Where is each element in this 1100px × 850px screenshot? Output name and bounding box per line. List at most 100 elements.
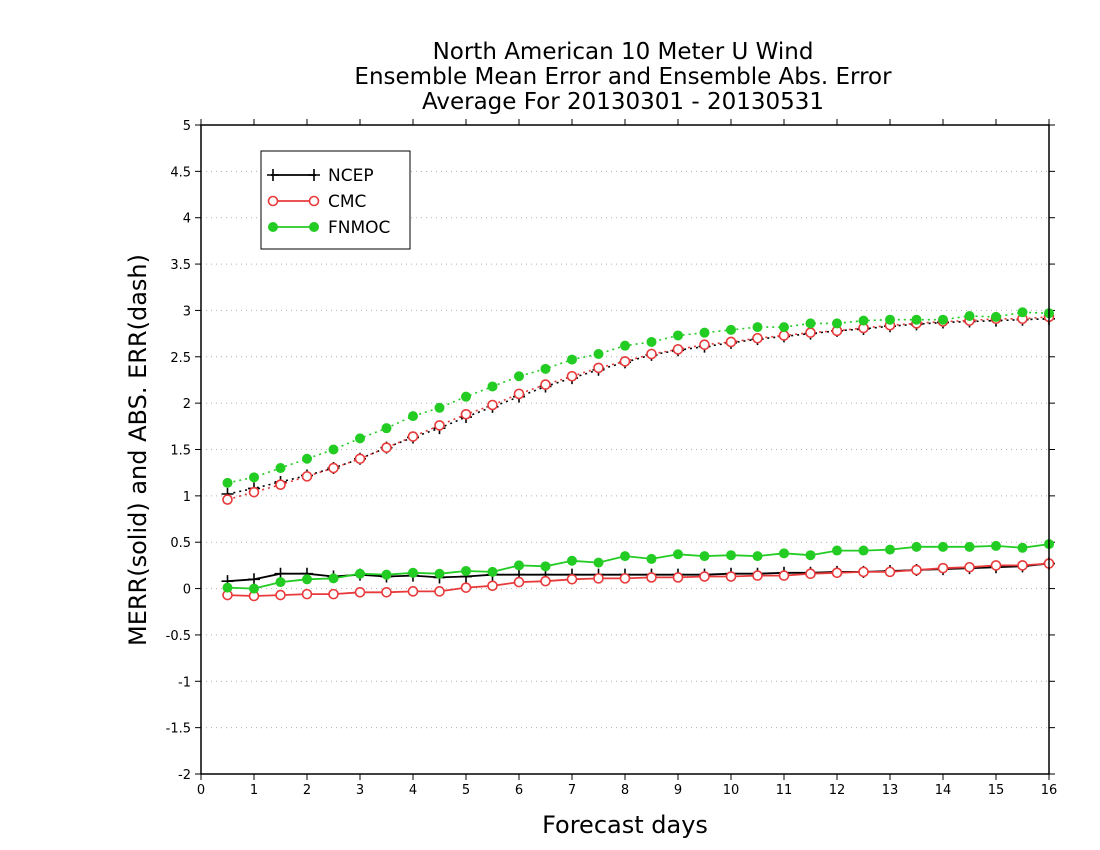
point-cmc-mean-error: [884, 566, 896, 578]
x-axis-ticks: 0 1 2 3 4 5 6 7 8 9 10 11 12 13 14 15 16: [197, 119, 1057, 798]
x-tick-label: 16: [1041, 783, 1058, 798]
point-cmc-abs-error: [725, 336, 737, 348]
point-cmc-mean-error: [778, 570, 790, 581]
point-cmc-mean-error: [381, 586, 392, 598]
point-fnmoc-abs-error: [805, 318, 816, 329]
point-fnmoc-mean-error: [593, 557, 604, 568]
point-cmc-abs-error: [434, 420, 445, 431]
point-fnmoc-abs-error: [752, 322, 763, 333]
point-cmc-abs-error: [487, 399, 498, 411]
x-tick-label: 3: [356, 783, 364, 798]
point-fnmoc-abs-error: [249, 472, 259, 483]
point-fnmoc-mean-error: [858, 545, 869, 556]
point-fnmoc-abs-error: [885, 314, 895, 325]
point-cmc-mean-error: [487, 580, 498, 592]
point-cmc-abs-error: [619, 356, 631, 367]
point-fnmoc-mean-error: [487, 566, 498, 577]
point-fnmoc-abs-error: [938, 314, 948, 325]
point-cmc-abs-error: [381, 442, 392, 453]
point-fnmoc-mean-error: [805, 550, 816, 561]
legend-label-ncep: NCEP: [328, 166, 374, 186]
point-cmc-mean-error: [301, 588, 313, 600]
point-cmc-abs-error: [778, 330, 790, 341]
point-fnmoc-abs-error: [567, 354, 577, 365]
point-cmc-abs-error: [460, 408, 472, 420]
y-tick-label: 1.5: [170, 444, 191, 459]
point-fnmoc-abs-error: [381, 423, 392, 434]
chart-subtitle: Ensemble Mean Error and Ensemble Abs. Er…: [354, 64, 892, 90]
point-fnmoc-mean-error: [434, 568, 445, 579]
point-fnmoc-mean-error: [752, 551, 763, 562]
point-fnmoc-mean-error: [408, 567, 418, 578]
x-tick-label: 13: [882, 783, 899, 798]
point-cmc-mean-error: [593, 573, 604, 584]
point-fnmoc-abs-error: [964, 310, 975, 321]
y-axis-ticks: -2 -1.5 -1 -0.5 0 0.5 1 1.5 2 2.5 3 3.5 4 4.5 5: [166, 119, 1055, 783]
point-cmc-abs-error: [672, 344, 684, 355]
x-tick-label: 8: [621, 783, 629, 798]
legend-box: [260, 150, 411, 250]
point-ncep-mean-error: [248, 573, 260, 586]
point-cmc-abs-error: [222, 494, 233, 505]
y-axis-label: MERR(solid) and ABS. ERR(dash): [124, 254, 152, 646]
point-fnmoc-mean-error: [567, 555, 577, 566]
legend: NCEP CMC FNMOC: [260, 150, 411, 250]
point-fnmoc-abs-error: [620, 340, 630, 351]
point-cmc-mean-error: [460, 582, 472, 593]
point-cmc-mean-error: [752, 570, 763, 581]
y-tick-label: 0.5: [170, 536, 191, 551]
point-fnmoc-abs-error: [540, 363, 551, 374]
point-fnmoc-abs-error: [991, 311, 1001, 322]
point-fnmoc-mean-error: [779, 548, 789, 559]
y-tick-label: -1.5: [166, 722, 191, 737]
legend-label-fnmoc: FNMOC: [328, 218, 390, 238]
point-cmc-mean-error: [328, 588, 339, 600]
point-cmc-abs-error: [301, 471, 313, 482]
y-tick-label: 2: [183, 397, 191, 412]
point-fnmoc-mean-error: [991, 540, 1001, 551]
point-cmc-mean-error: [354, 586, 366, 598]
point-cmc-abs-error: [752, 332, 763, 344]
point-fnmoc-abs-error: [832, 318, 842, 329]
series-cmc-mean-error-line: [227, 562, 1050, 597]
point-cmc-mean-error: [831, 567, 843, 579]
x-axis-label: Forecast days: [542, 811, 708, 839]
point-fnmoc-mean-error: [275, 577, 286, 588]
point-cmc-abs-error: [407, 431, 419, 442]
x-tick-label: 14: [935, 783, 952, 798]
point-fnmoc-abs-error: [726, 324, 736, 335]
y-tick-label: 2.5: [170, 351, 191, 366]
plot-area: [221, 307, 1055, 602]
point-cmc-mean-error: [858, 566, 869, 578]
y-tick-label: -0.5: [166, 629, 191, 644]
point-fnmoc-abs-error: [1017, 307, 1028, 318]
point-cmc-mean-error: [805, 568, 816, 580]
y-tick-label: 3: [183, 304, 191, 319]
point-fnmoc-mean-error: [832, 545, 842, 556]
series-fnmoc-mean-error-line: [227, 543, 1050, 590]
point-fnmoc-abs-error: [673, 330, 683, 341]
legend-marker-fnmoc: [268, 222, 278, 232]
point-cmc-mean-error: [407, 586, 419, 597]
point-fnmoc-mean-error: [964, 541, 975, 552]
y-tick-label: -2: [178, 768, 191, 783]
point-cmc-mean-error: [566, 573, 578, 585]
point-fnmoc-mean-error: [1017, 542, 1028, 553]
point-fnmoc-abs-error: [487, 381, 498, 392]
legend-marker-fnmoc: [309, 222, 319, 232]
point-fnmoc-abs-error: [593, 349, 604, 360]
point-fnmoc-mean-error: [302, 574, 312, 585]
point-fnmoc-abs-error: [858, 315, 869, 326]
x-tick-label: 7: [568, 783, 576, 798]
series-fnmoc-abs-error-line: [227, 311, 1050, 484]
point-fnmoc-abs-error: [408, 411, 418, 422]
y-tick-label: 4: [183, 212, 191, 227]
y-tick-label: 4.5: [170, 165, 191, 180]
point-cmc-mean-error: [1017, 560, 1028, 571]
point-fnmoc-abs-error: [434, 402, 445, 413]
point-fnmoc-mean-error: [938, 541, 948, 552]
point-fnmoc-mean-error: [620, 551, 630, 562]
point-cmc-mean-error: [672, 572, 684, 583]
point-cmc-mean-error: [513, 576, 525, 588]
